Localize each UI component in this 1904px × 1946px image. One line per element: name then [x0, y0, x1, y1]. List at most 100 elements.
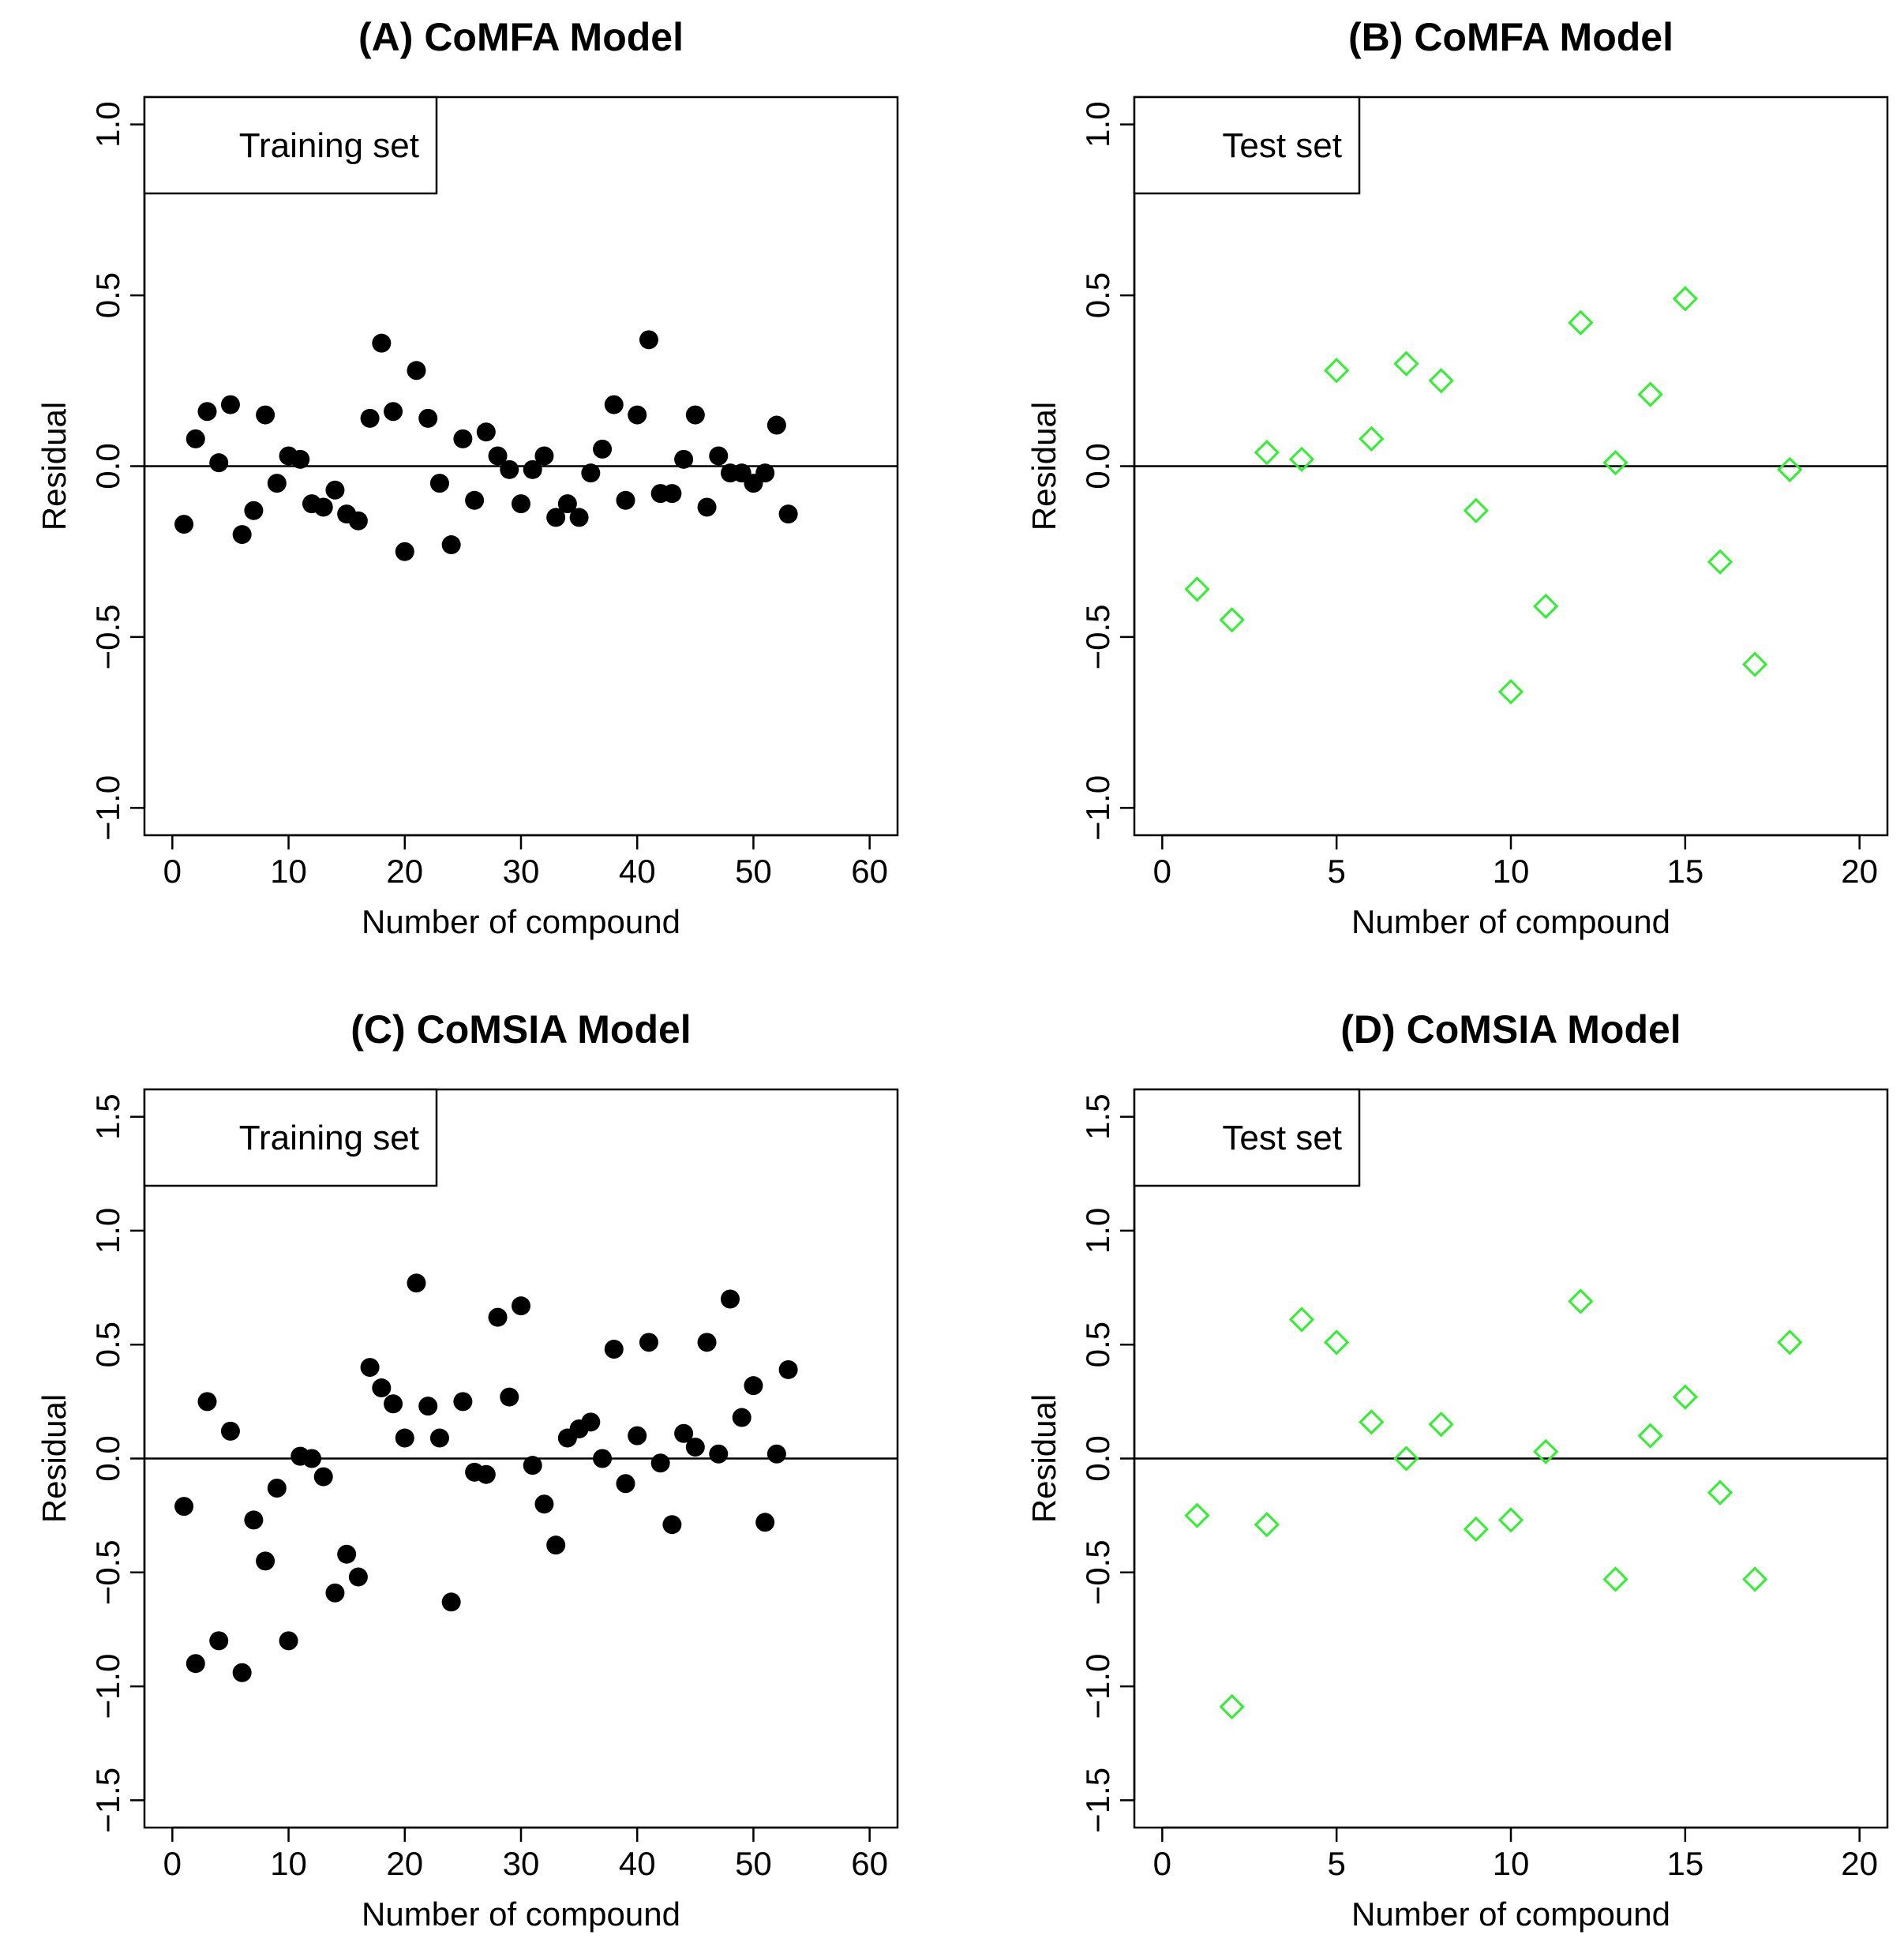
data-point: [407, 361, 426, 381]
data-point: [1324, 1329, 1350, 1355]
data-point: [476, 1464, 496, 1484]
data-point: [1359, 1409, 1385, 1435]
panel-b: (B) CoMFA Model 0 5 10 15 20 Number of compoun…: [1025, 15, 1889, 940]
data-point: [244, 501, 264, 520]
x-axis: 0 10 20 30 40 50 60 Number of compound: [163, 834, 888, 940]
x-tick-label: 5: [1327, 1845, 1345, 1882]
y-tick-label: 1.0: [89, 1208, 126, 1254]
data-point: [220, 395, 240, 414]
data-point: [1184, 576, 1210, 602]
data-points: [174, 330, 798, 561]
x-axis-label: Number of compound: [362, 903, 680, 940]
x-axis-label: Number of compound: [362, 1895, 680, 1933]
data-point: [1288, 1307, 1315, 1333]
panel-d: (D) CoMSIA Model 0 5 10 15 20 Number of compou…: [1025, 1007, 1889, 1933]
data-point: [628, 1426, 647, 1445]
x-tick-label: 20: [1841, 853, 1878, 890]
x-tick-label: 20: [386, 853, 423, 890]
data-point: [429, 474, 449, 493]
x-tick-label: 10: [1493, 853, 1530, 890]
data-point: [1637, 1423, 1663, 1449]
y-tick-label: 1.0: [1079, 101, 1116, 147]
data-point: [604, 395, 624, 414]
data-point: [697, 497, 717, 517]
data-point: [197, 402, 217, 422]
data-point: [325, 480, 345, 500]
data-point: [313, 497, 333, 517]
data-point: [1568, 1288, 1594, 1314]
x-tick-label: 15: [1666, 1845, 1703, 1882]
y-tick-label: −1.0: [89, 1654, 126, 1719]
legend: Training set: [143, 1088, 438, 1187]
x-axis-label: Number of compound: [1351, 1895, 1670, 1933]
data-point: [744, 1376, 763, 1396]
legend: Test set: [1133, 1088, 1361, 1187]
data-point: [1497, 679, 1524, 705]
x-tick-label: 10: [270, 853, 307, 890]
legend-label: Test set: [1222, 126, 1342, 165]
data-point: [662, 1515, 682, 1535]
data-point: [1428, 368, 1454, 394]
data-point: [1288, 446, 1315, 472]
data-point: [209, 453, 229, 473]
x-tick-label: 30: [503, 853, 540, 890]
x-tick-label: 30: [503, 1845, 540, 1882]
data-point: [395, 542, 414, 561]
data-point: [755, 1513, 775, 1532]
data-point: [639, 330, 658, 350]
data-point: [348, 1567, 368, 1587]
data-point: [685, 1438, 705, 1457]
legend-box: [1133, 96, 1361, 195]
data-point: [256, 405, 275, 425]
data-point: [372, 333, 392, 353]
data-points: [174, 1273, 798, 1682]
data-point: [616, 1474, 635, 1494]
data-point: [721, 1289, 740, 1309]
data-points: [1184, 1288, 1803, 1720]
legend-box: [143, 1088, 438, 1187]
y-tick-label: 0.5: [89, 272, 126, 318]
data-point: [488, 446, 508, 466]
data-point: [476, 422, 496, 442]
y-tick-label: 1.5: [89, 1093, 126, 1139]
y-axis: −1.0 −0.5 0.0 0.5 1.0 Residual: [36, 101, 146, 841]
data-point: [512, 1296, 530, 1316]
y-tick-label: −1.5: [89, 1768, 126, 1833]
data-point: [325, 1583, 345, 1603]
data-point: [1672, 286, 1698, 312]
x-axis-label: Number of compound: [1351, 903, 1670, 940]
data-point: [1742, 1566, 1768, 1592]
data-point: [709, 1444, 729, 1464]
y-tick-label: 0.0: [89, 443, 126, 489]
data-point: [220, 1421, 240, 1441]
data-point: [709, 446, 729, 466]
x-tick-label: 40: [619, 1845, 656, 1882]
data-point: [1393, 351, 1419, 377]
y-tick-label: 1.0: [1079, 1208, 1116, 1254]
data-point: [418, 1397, 438, 1416]
legend-box: [1133, 1088, 1361, 1187]
data-point: [685, 405, 705, 425]
data-point: [1742, 651, 1768, 677]
x-tick-label: 60: [851, 853, 888, 890]
data-point: [465, 490, 485, 510]
data-point: [1463, 1516, 1489, 1543]
data-point: [186, 1654, 205, 1674]
data-point: [1184, 1502, 1210, 1528]
x-axis: 0 5 10 15 20 Number of compound: [1153, 1826, 1878, 1933]
legend-box: [143, 96, 438, 195]
x-tick-label: 50: [735, 853, 772, 890]
data-point: [360, 408, 380, 428]
legend-label: Test set: [1222, 1119, 1342, 1157]
data-point: [581, 1412, 601, 1432]
y-tick-label: −0.5: [89, 1539, 126, 1605]
data-point: [244, 1510, 264, 1530]
legend-label: Training set: [239, 126, 419, 165]
y-axis: −1.5 −1.0 −0.5 0.0 0.5 1.0 1.5 Residual: [36, 1093, 146, 1833]
data-point: [1393, 1445, 1419, 1472]
y-axis-label: Residual: [36, 402, 73, 531]
data-point: [1602, 1566, 1629, 1592]
data-point: [313, 1467, 333, 1487]
data-point: [348, 511, 368, 531]
